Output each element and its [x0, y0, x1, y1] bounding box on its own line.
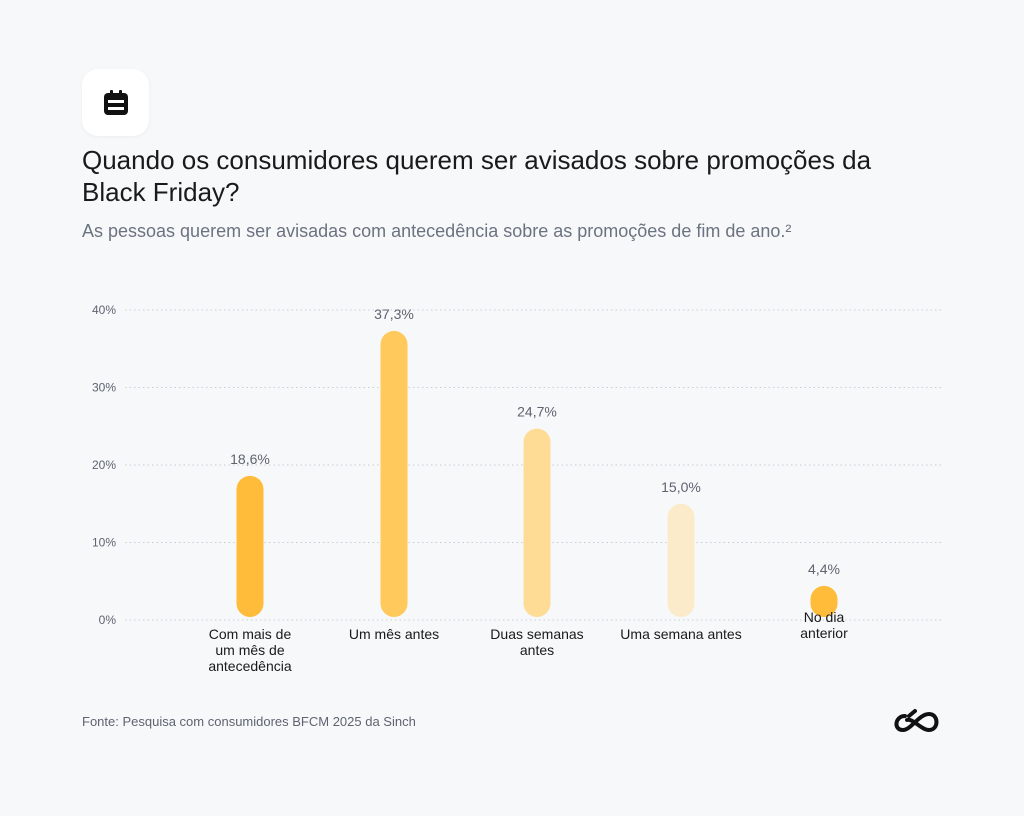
- y-tick-label: 40%: [92, 303, 116, 317]
- category-label: Com mais de: [209, 626, 292, 642]
- sinch-logo: [894, 709, 939, 733]
- category-label: anterior: [800, 625, 848, 641]
- data-label: 18,6%: [230, 451, 270, 467]
- category-label: um mês de: [215, 642, 284, 658]
- category-label: Uma semana antes: [620, 626, 741, 642]
- y-tick-label: 10%: [92, 536, 116, 550]
- y-tick-label: 20%: [92, 458, 116, 472]
- category-label: antes: [520, 642, 554, 658]
- bar: [236, 475, 264, 617]
- bar: [667, 503, 695, 617]
- data-label: 37,3%: [374, 306, 414, 322]
- y-tick-label: 0%: [99, 613, 117, 627]
- icon-card: [82, 69, 149, 136]
- category-label: No dia: [804, 609, 845, 625]
- category-label: antecedência: [208, 658, 292, 674]
- bar: [523, 428, 551, 617]
- category-label: Um mês antes: [349, 626, 439, 642]
- calendar-icon: [103, 89, 128, 115]
- y-tick-label: 30%: [92, 381, 116, 395]
- bar: [810, 585, 838, 617]
- data-label: 4,4%: [808, 561, 840, 577]
- page-subtitle: As pessoas querem ser avisadas com antec…: [82, 221, 792, 241]
- bar: [380, 330, 408, 617]
- data-label: 24,7%: [517, 404, 557, 420]
- source-note: Fonte: Pesquisa com consumidores BFCM 20…: [82, 714, 416, 729]
- category-label: Duas semanas: [490, 626, 583, 642]
- data-label: 15,0%: [661, 479, 701, 495]
- page-title: Quando os consumidores querem ser avisad…: [82, 145, 872, 207]
